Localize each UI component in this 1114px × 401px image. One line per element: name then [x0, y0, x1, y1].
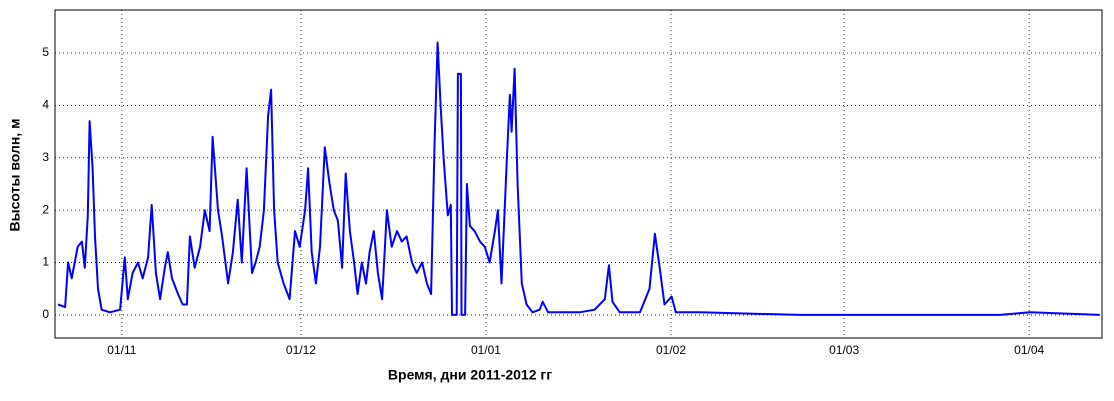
- x-tick-label: 01/02: [656, 343, 686, 357]
- x-axis-title: Время, дни 2011-2012 гг: [388, 367, 552, 383]
- plot-frame: [54, 9, 1103, 339]
- x-tick-label: 01/01: [471, 343, 501, 357]
- y-axis-title: Высоты волн, м: [7, 119, 23, 232]
- x-tick-label: 01/03: [829, 343, 859, 357]
- y-tick-label: 5: [42, 45, 49, 59]
- y-tick-label: 3: [42, 150, 49, 164]
- x-tick-label: 01/04: [1014, 343, 1044, 357]
- x-tick-label: 01/11: [107, 343, 136, 357]
- x-tick-label: 01/12: [286, 343, 316, 357]
- y-tick-label: 4: [42, 98, 49, 112]
- y-tick-label: 1: [42, 255, 49, 269]
- data-line: [57, 41, 1100, 316]
- y-tick-label: 2: [42, 202, 49, 216]
- y-tick-label: 0: [42, 307, 49, 321]
